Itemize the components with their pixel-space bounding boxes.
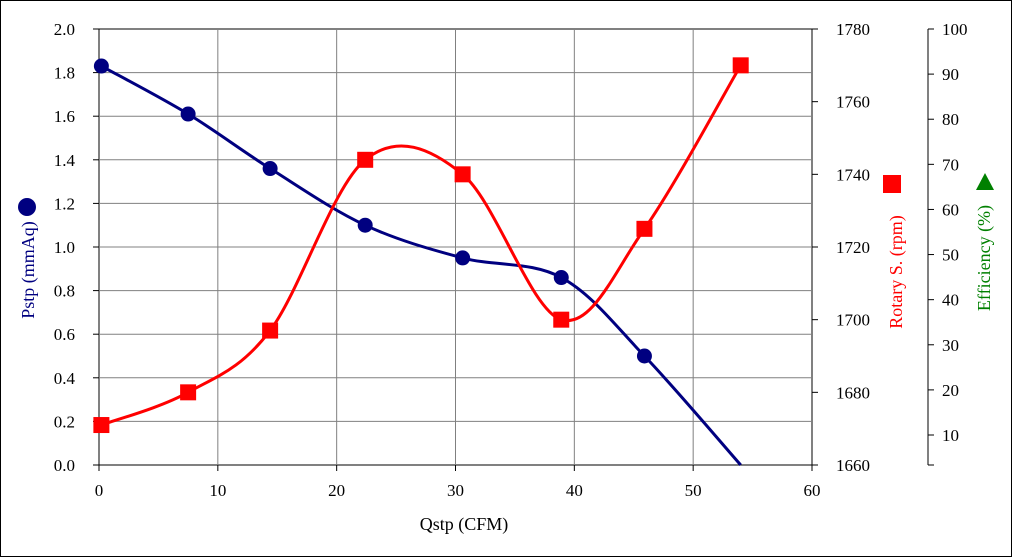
x-tick-label: 0 (95, 481, 104, 500)
y-right1-title-group: Rotary S. (rpm) (886, 215, 907, 328)
y-left-tick-label: 1.2 (54, 194, 75, 213)
series-point-right1 (636, 220, 653, 237)
y-right1-tick-label: 1720 (836, 238, 870, 257)
series-point-right1 (262, 322, 279, 339)
y-left-tick-label: 1.4 (54, 151, 76, 170)
x-tick-label: 10 (209, 481, 226, 500)
y-right2-tick-label: 90 (942, 65, 959, 84)
y-right2-tick-label: 10 (942, 426, 959, 445)
x-axis-title: Qstp (CFM) (420, 514, 509, 535)
y-right1-tick-label: 1760 (836, 93, 870, 112)
x-tick-label: 30 (447, 481, 464, 500)
x-tick-label: 40 (566, 481, 583, 500)
x-tick-label: 60 (804, 481, 821, 500)
y-left-tick-label: 0.2 (54, 412, 75, 431)
y-left-tick-label: 1.0 (54, 238, 75, 257)
y-right1-tick-label: 1740 (836, 165, 870, 184)
y-left-axis-title: Pstp (mmAq) (18, 221, 39, 319)
y-right2-tick-label: 60 (942, 200, 959, 219)
series-point-right1 (93, 417, 110, 434)
x-tick-label: 20 (328, 481, 345, 500)
series-point-right1 (357, 151, 374, 168)
y-right2-tick-label: 100 (942, 20, 968, 39)
y-left-tick-label: 0.8 (54, 282, 75, 301)
tick-labels: 0 10 20 30 40 50 60 0.0 0.2 0.4 0.6 0.8 1.0 1.2 1.4 1.6… (54, 20, 968, 500)
series-point-left (455, 250, 471, 266)
y-right2-tick-label: 70 (942, 155, 959, 174)
x-tick-label: 50 (685, 481, 702, 500)
y-right1-tick-label: 1680 (836, 383, 870, 402)
y-left-title-group: Pstp (mmAq) (18, 221, 39, 319)
y-left-tick-label: 2.0 (54, 20, 75, 39)
series-point-left (553, 270, 569, 286)
series-point-right1 (732, 57, 749, 74)
y-left-tick-label: 0.0 (54, 456, 75, 475)
series-point-left (93, 58, 109, 74)
y-right2-tick-label: 80 (942, 110, 959, 129)
y-left-tick-label: 1.8 (54, 64, 75, 83)
y-right2-tick-label: 50 (942, 246, 959, 265)
y-right1-tick-label: 1660 (836, 456, 870, 475)
y-right1-tick-label: 1780 (836, 20, 870, 39)
series-point-left (357, 217, 373, 233)
y-right2-tick-label: 20 (942, 381, 959, 400)
series-point-right1 (553, 311, 570, 328)
y-right2-tick-label: 40 (942, 291, 959, 310)
axes (93, 28, 934, 471)
series-point-left (636, 348, 652, 364)
series-point-right1 (454, 166, 471, 183)
series-point-left (180, 106, 196, 122)
y-right1-axis-title: Rotary S. (rpm) (886, 215, 907, 328)
series-layer (93, 57, 749, 466)
y-right2-tick-label: 30 (942, 336, 959, 355)
series-point-left (262, 161, 278, 177)
y-left-tick-label: 1.6 (54, 107, 75, 126)
y-left-tick-label: 0.4 (54, 369, 76, 388)
y-right2-axis-title: Efficiency (%) (974, 205, 995, 311)
y-left-legend-circle-icon (18, 198, 36, 216)
y-right2-legend-triangle-icon (976, 173, 994, 190)
y-right2-title-group: Efficiency (%) (974, 205, 995, 311)
y-right1-tick-label: 1700 (836, 311, 870, 330)
y-right1-legend-square-icon (883, 175, 901, 193)
y-left-tick-label: 0.6 (54, 325, 75, 344)
series-point-right1 (180, 384, 197, 401)
